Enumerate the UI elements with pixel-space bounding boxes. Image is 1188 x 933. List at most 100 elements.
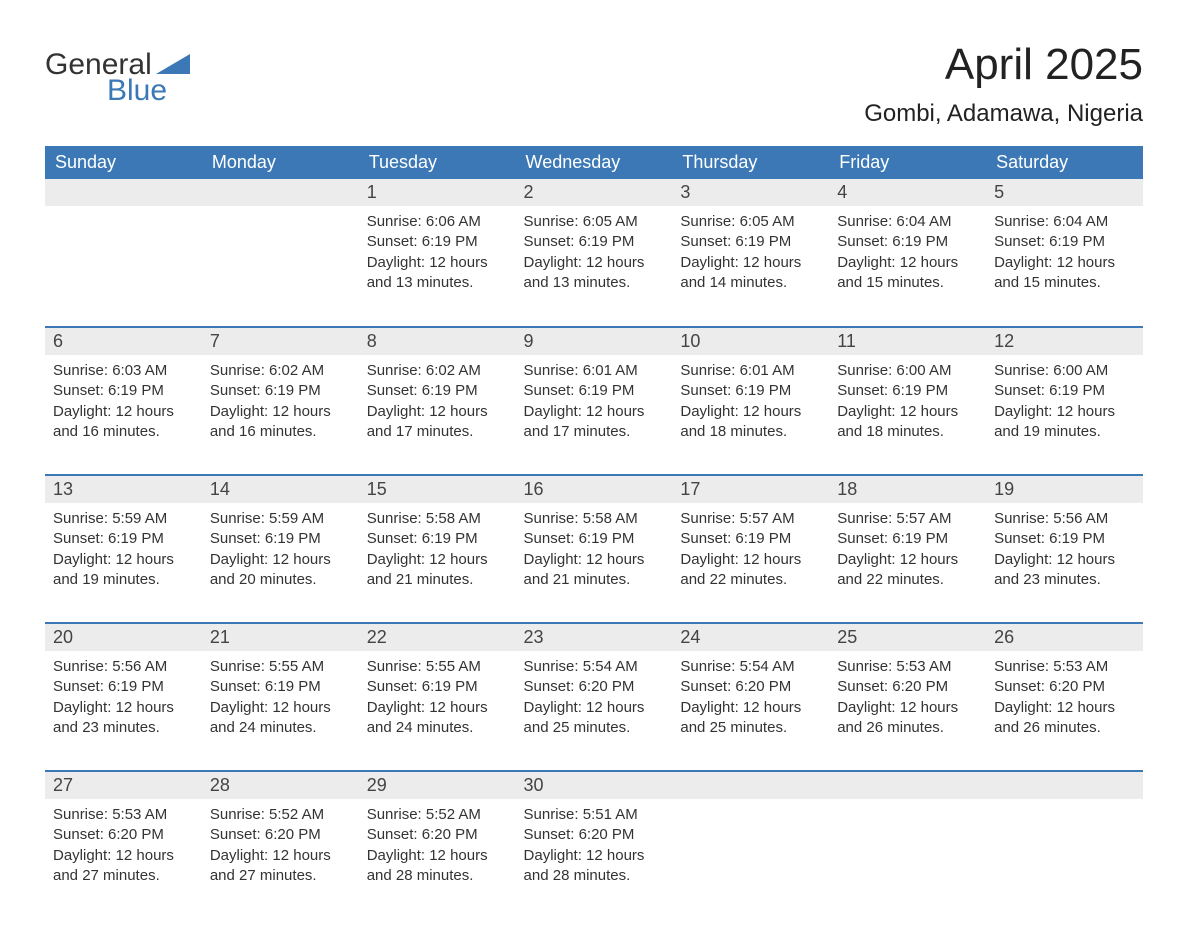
calendar-week-row: 27Sunrise: 5:53 AMSunset: 6:20 PMDayligh… xyxy=(45,771,1143,903)
day-number-empty xyxy=(986,772,1143,799)
daylight-line-2: and 16 minutes. xyxy=(53,422,194,442)
day-details: Sunrise: 5:59 AMSunset: 6:19 PMDaylight:… xyxy=(45,503,202,594)
daylight-line-1: Daylight: 12 hours xyxy=(210,846,351,866)
day-number: 1 xyxy=(359,179,516,206)
sunrise-text: Sunrise: 5:57 AM xyxy=(837,509,978,529)
sunrise-text: Sunrise: 6:06 AM xyxy=(367,212,508,232)
calendar-cell: 19Sunrise: 5:56 AMSunset: 6:19 PMDayligh… xyxy=(986,475,1143,607)
daylight-line-2: and 17 minutes. xyxy=(367,422,508,442)
sunset-text: Sunset: 6:19 PM xyxy=(367,529,508,549)
daylight-line-2: and 17 minutes. xyxy=(524,422,665,442)
day-number: 14 xyxy=(202,476,359,503)
sunrise-text: Sunrise: 5:53 AM xyxy=(994,657,1135,677)
calendar-cell: 14Sunrise: 5:59 AMSunset: 6:19 PMDayligh… xyxy=(202,475,359,607)
daylight-line-1: Daylight: 12 hours xyxy=(680,253,821,273)
calendar-cell: 21Sunrise: 5:55 AMSunset: 6:19 PMDayligh… xyxy=(202,623,359,755)
day-number: 11 xyxy=(829,328,986,355)
sunrise-text: Sunrise: 6:01 AM xyxy=(524,361,665,381)
calendar-week-row: 6Sunrise: 6:03 AMSunset: 6:19 PMDaylight… xyxy=(45,327,1143,459)
sunset-text: Sunset: 6:20 PM xyxy=(210,825,351,845)
calendar-cell: 11Sunrise: 6:00 AMSunset: 6:19 PMDayligh… xyxy=(829,327,986,459)
sunset-text: Sunset: 6:19 PM xyxy=(524,381,665,401)
calendar-cell: 20Sunrise: 5:56 AMSunset: 6:19 PMDayligh… xyxy=(45,623,202,755)
daylight-line-2: and 15 minutes. xyxy=(837,273,978,293)
daylight-line-2: and 13 minutes. xyxy=(524,273,665,293)
sunrise-text: Sunrise: 6:00 AM xyxy=(837,361,978,381)
sunset-text: Sunset: 6:19 PM xyxy=(210,381,351,401)
sunset-text: Sunset: 6:20 PM xyxy=(524,677,665,697)
daylight-line-1: Daylight: 12 hours xyxy=(524,846,665,866)
day-details: Sunrise: 5:55 AMSunset: 6:19 PMDaylight:… xyxy=(359,651,516,742)
week-spacer xyxy=(45,607,1143,623)
daylight-line-1: Daylight: 12 hours xyxy=(367,402,508,422)
day-details: Sunrise: 5:58 AMSunset: 6:19 PMDaylight:… xyxy=(516,503,673,594)
calendar-cell: 30Sunrise: 5:51 AMSunset: 6:20 PMDayligh… xyxy=(516,771,673,903)
daylight-line-2: and 28 minutes. xyxy=(524,866,665,886)
day-number: 4 xyxy=(829,179,986,206)
calendar-cell: 4 Sunrise: 6:04 AMSunset: 6:19 PMDaylight… xyxy=(829,179,986,311)
sunrise-text: Sunrise: 5:58 AM xyxy=(367,509,508,529)
day-details: Sunrise: 5:53 AMSunset: 6:20 PMDaylight:… xyxy=(45,799,202,890)
daylight-line-2: and 13 minutes. xyxy=(367,273,508,293)
day-number: 18 xyxy=(829,476,986,503)
sunrise-text: Sunrise: 6:04 AM xyxy=(837,212,978,232)
day-details: Sunrise: 6:02 AMSunset: 6:19 PMDaylight:… xyxy=(202,355,359,446)
calendar-cell: 18Sunrise: 5:57 AMSunset: 6:19 PMDayligh… xyxy=(829,475,986,607)
month-title: April 2025 xyxy=(864,40,1143,90)
day-details: Sunrise: 6:00 AMSunset: 6:19 PMDaylight:… xyxy=(829,355,986,446)
sunrise-text: Sunrise: 5:58 AM xyxy=(524,509,665,529)
sunrise-text: Sunrise: 6:05 AM xyxy=(680,212,821,232)
calendar-table: Sunday Monday Tuesday Wednesday Thursday… xyxy=(45,146,1143,903)
daylight-line-1: Daylight: 12 hours xyxy=(837,253,978,273)
calendar-cell xyxy=(829,771,986,903)
day-number: 29 xyxy=(359,772,516,799)
sunset-text: Sunset: 6:19 PM xyxy=(994,232,1135,252)
sunrise-text: Sunrise: 6:05 AM xyxy=(524,212,665,232)
sunrise-text: Sunrise: 5:55 AM xyxy=(210,657,351,677)
daylight-line-2: and 25 minutes. xyxy=(524,718,665,738)
sunset-text: Sunset: 6:20 PM xyxy=(994,677,1135,697)
day-number: 16 xyxy=(516,476,673,503)
calendar-cell: 8Sunrise: 6:02 AMSunset: 6:19 PMDaylight… xyxy=(359,327,516,459)
day-number-empty xyxy=(672,772,829,799)
calendar-cell: 28Sunrise: 5:52 AMSunset: 6:20 PMDayligh… xyxy=(202,771,359,903)
day-details: Sunrise: 5:57 AMSunset: 6:19 PMDaylight:… xyxy=(672,503,829,594)
day-details: Sunrise: 5:57 AMSunset: 6:19 PMDaylight:… xyxy=(829,503,986,594)
daylight-line-1: Daylight: 12 hours xyxy=(367,698,508,718)
daylight-line-1: Daylight: 12 hours xyxy=(837,550,978,570)
sunrise-text: Sunrise: 5:54 AM xyxy=(524,657,665,677)
calendar-cell: 5Sunrise: 6:04 AMSunset: 6:19 PMDaylight… xyxy=(986,179,1143,311)
daylight-line-2: and 18 minutes. xyxy=(837,422,978,442)
day-details: Sunrise: 5:59 AMSunset: 6:19 PMDaylight:… xyxy=(202,503,359,594)
sunset-text: Sunset: 6:19 PM xyxy=(524,529,665,549)
day-details: Sunrise: 5:53 AMSunset: 6:20 PMDaylight:… xyxy=(986,651,1143,742)
daylight-line-2: and 26 minutes. xyxy=(994,718,1135,738)
day-details: Sunrise: 6:01 AMSunset: 6:19 PMDaylight:… xyxy=(516,355,673,446)
sunset-text: Sunset: 6:19 PM xyxy=(210,529,351,549)
daylight-line-1: Daylight: 12 hours xyxy=(680,550,821,570)
sunset-text: Sunset: 6:19 PM xyxy=(994,381,1135,401)
day-number-empty xyxy=(202,179,359,206)
sunset-text: Sunset: 6:20 PM xyxy=(524,825,665,845)
sunset-text: Sunset: 6:19 PM xyxy=(53,677,194,697)
sunset-text: Sunset: 6:19 PM xyxy=(680,381,821,401)
sunrise-text: Sunrise: 5:53 AM xyxy=(837,657,978,677)
day-header-row: Sunday Monday Tuesday Wednesday Thursday… xyxy=(45,146,1143,179)
calendar-cell: 24Sunrise: 5:54 AMSunset: 6:20 PMDayligh… xyxy=(672,623,829,755)
calendar-cell: 17Sunrise: 5:57 AMSunset: 6:19 PMDayligh… xyxy=(672,475,829,607)
day-details: Sunrise: 5:51 AMSunset: 6:20 PMDaylight:… xyxy=(516,799,673,890)
day-number: 30 xyxy=(516,772,673,799)
daylight-line-1: Daylight: 12 hours xyxy=(994,550,1135,570)
day-details: Sunrise: 5:54 AMSunset: 6:20 PMDaylight:… xyxy=(672,651,829,742)
daylight-line-2: and 28 minutes. xyxy=(367,866,508,886)
sunset-text: Sunset: 6:19 PM xyxy=(837,232,978,252)
day-number: 10 xyxy=(672,328,829,355)
day-number: 9 xyxy=(516,328,673,355)
daylight-line-2: and 15 minutes. xyxy=(994,273,1135,293)
sunrise-text: Sunrise: 5:51 AM xyxy=(524,805,665,825)
calendar-cell xyxy=(202,179,359,311)
daylight-line-2: and 26 minutes. xyxy=(837,718,978,738)
sunrise-text: Sunrise: 6:03 AM xyxy=(53,361,194,381)
sunset-text: Sunset: 6:19 PM xyxy=(837,529,978,549)
day-details: Sunrise: 5:56 AMSunset: 6:19 PMDaylight:… xyxy=(45,651,202,742)
